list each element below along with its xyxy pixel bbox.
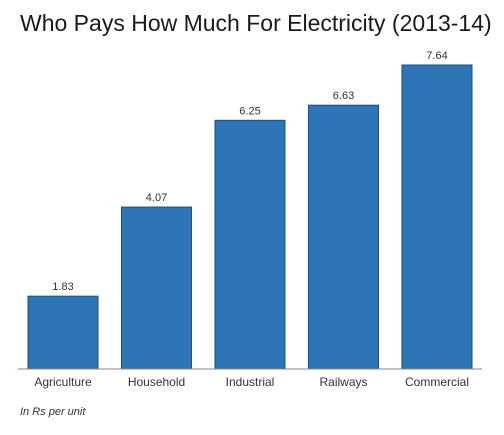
units-note: In Rs per unit	[20, 406, 86, 418]
category-label-agriculture: Agriculture	[34, 375, 92, 389]
value-label-household: 4.07	[146, 192, 167, 204]
chart-title: Who Pays How Much For Electricity (2013-…	[20, 10, 492, 36]
value-label-railways: 6.63	[333, 90, 354, 102]
bar-industrial	[214, 119, 286, 370]
category-label-railways: Railways	[319, 375, 367, 389]
value-label-commercial: 7.64	[426, 50, 447, 62]
bar-commercial	[401, 64, 473, 370]
labels-layer: 1.83 Agriculture 4.07 Household 6.25 Industri…	[34, 50, 469, 389]
category-label-commercial: Commercial	[405, 375, 469, 389]
category-label-industrial: Industrial	[226, 375, 275, 389]
category-label-household: Household	[128, 375, 185, 389]
bar-agriculture	[27, 295, 99, 370]
value-label-industrial: 6.25	[239, 105, 260, 117]
bar-railways	[308, 104, 379, 370]
value-label-agriculture: 1.83	[52, 281, 73, 293]
bar-household	[121, 206, 192, 370]
bars-layer	[27, 64, 473, 370]
